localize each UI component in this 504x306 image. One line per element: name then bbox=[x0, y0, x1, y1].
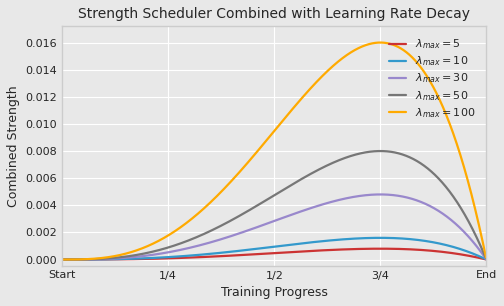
$\lambda_{max} = 30$ bbox=[81, 258, 87, 261]
$\lambda_{max} = 100$ bbox=[266, 136, 272, 140]
$\lambda_{max} = 5$ bbox=[393, 247, 399, 251]
Line: $\lambda_{max} = 100$: $\lambda_{max} = 100$ bbox=[62, 43, 486, 259]
$\lambda_{max} = 50$ bbox=[471, 230, 477, 233]
$\lambda_{max} = 10$ bbox=[266, 245, 272, 249]
$\lambda_{max} = 10$ bbox=[483, 257, 489, 261]
$\lambda_{max} = 30$ bbox=[483, 257, 489, 261]
$\lambda_{max} = 10$ bbox=[81, 258, 87, 261]
X-axis label: Training Progress: Training Progress bbox=[221, 286, 328, 299]
$\lambda_{max} = 5$ bbox=[471, 255, 477, 259]
$\lambda_{max} = 100$ bbox=[393, 44, 399, 48]
$\lambda_{max} = 10$ bbox=[393, 236, 399, 240]
$\lambda_{max} = 100$ bbox=[59, 258, 66, 261]
$\lambda_{max} = 50$ bbox=[266, 197, 272, 201]
$\lambda_{max} = 5$ bbox=[377, 247, 384, 251]
$\lambda_{max} = 30$ bbox=[377, 192, 384, 196]
Y-axis label: Combined Strength: Combined Strength bbox=[7, 85, 20, 207]
$\lambda_{max} = 50$ bbox=[377, 149, 384, 153]
$\lambda_{max} = 10$ bbox=[377, 236, 384, 240]
Line: $\lambda_{max} = 5$: $\lambda_{max} = 5$ bbox=[62, 249, 486, 259]
$\lambda_{max} = 50$ bbox=[254, 204, 260, 207]
$\lambda_{max} = 50$ bbox=[59, 258, 66, 261]
Title: Strength Scheduler Combined with Learning Rate Decay: Strength Scheduler Combined with Learnin… bbox=[78, 7, 470, 21]
$\lambda_{max} = 100$ bbox=[377, 41, 384, 44]
Line: $\lambda_{max} = 30$: $\lambda_{max} = 30$ bbox=[62, 194, 486, 259]
$\lambda_{max} = 5$ bbox=[81, 258, 87, 261]
$\lambda_{max} = 10$ bbox=[471, 252, 477, 256]
$\lambda_{max} = 10$ bbox=[254, 247, 260, 251]
$\lambda_{max} = 100$ bbox=[81, 257, 87, 261]
$\lambda_{max} = 30$ bbox=[471, 241, 477, 245]
$\lambda_{max} = 50$ bbox=[471, 230, 477, 234]
$\lambda_{max} = 50$ bbox=[393, 151, 399, 155]
$\lambda_{max} = 10$ bbox=[471, 252, 477, 256]
$\lambda_{max} = 100$ bbox=[483, 256, 489, 259]
Line: $\lambda_{max} = 50$: $\lambda_{max} = 50$ bbox=[62, 151, 486, 259]
$\lambda_{max} = 5$ bbox=[254, 252, 260, 256]
$\lambda_{max} = 5$ bbox=[59, 258, 66, 261]
Legend: $\lambda_{max} = 5$, $\lambda_{max} = 10$, $\lambda_{max} = 30$, $\lambda_{max} : $\lambda_{max} = 5$, $\lambda_{max} = 10… bbox=[384, 32, 481, 125]
$\lambda_{max} = 30$ bbox=[393, 194, 399, 197]
$\lambda_{max} = 100$ bbox=[471, 201, 477, 205]
$\lambda_{max} = 30$ bbox=[254, 225, 260, 229]
$\lambda_{max} = 100$ bbox=[254, 150, 260, 153]
$\lambda_{max} = 5$ bbox=[483, 258, 489, 261]
$\lambda_{max} = 10$ bbox=[59, 258, 66, 261]
$\lambda_{max} = 50$ bbox=[81, 258, 87, 261]
$\lambda_{max} = 100$ bbox=[471, 202, 477, 206]
$\lambda_{max} = 30$ bbox=[59, 258, 66, 261]
Line: $\lambda_{max} = 10$: $\lambda_{max} = 10$ bbox=[62, 238, 486, 259]
$\lambda_{max} = 5$ bbox=[266, 252, 272, 255]
$\lambda_{max} = 30$ bbox=[266, 221, 272, 225]
$\lambda_{max} = 50$ bbox=[483, 257, 489, 260]
$\lambda_{max} = 5$ bbox=[471, 255, 477, 259]
$\lambda_{max} = 30$ bbox=[471, 241, 477, 244]
